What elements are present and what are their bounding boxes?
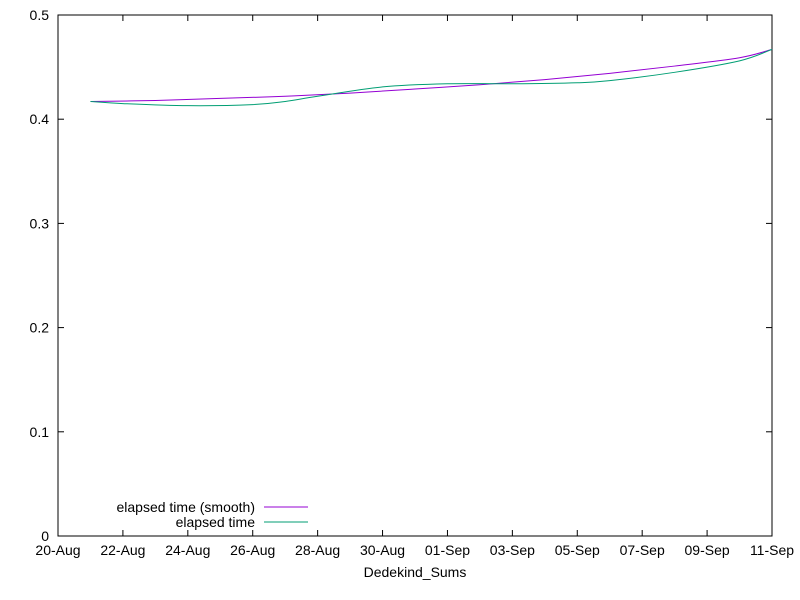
y-tick-label: 0.1 (30, 424, 50, 440)
y-tick-label: 0.5 (30, 7, 50, 23)
y-tick-label: 0.2 (30, 320, 50, 336)
legend: elapsed time (smooth)elapsed time (116, 499, 308, 530)
y-tick-label: 0.4 (30, 111, 50, 127)
x-tick-label: 01-Sep (425, 542, 470, 558)
plot-frame (57, 14, 773, 537)
legend-label-1: elapsed time (176, 514, 256, 530)
x-axis-label: Dedekind_Sums (364, 564, 467, 580)
legend-label-0: elapsed time (smooth) (116, 499, 255, 515)
y-axis: 0 0.1 0.2 0.3 0.4 0.5 (30, 7, 772, 544)
x-tick-label: 11-Sep (750, 542, 794, 558)
x-tick-label: 26-Aug (230, 542, 275, 558)
y-tick-label: 0.3 (30, 215, 50, 231)
x-tick-label: 09-Sep (685, 542, 730, 558)
x-tick-label: 20-Aug (35, 542, 80, 558)
y-tick-label: 0 (41, 528, 49, 544)
x-tick-label: 30-Aug (360, 542, 405, 558)
x-tick-label: 07-Sep (620, 542, 665, 558)
x-tick-label: 28-Aug (295, 542, 340, 558)
x-axis: 20-Aug 22-Aug 24-Aug 26-Aug 28-Aug 30-Aug 01-S… (35, 15, 794, 558)
series-line-0 (90, 48, 773, 102)
x-tick-label: 05-Sep (555, 542, 600, 558)
x-tick-label: 22-Aug (100, 542, 145, 558)
series-layer (90, 48, 773, 107)
series-line-1 (90, 48, 773, 107)
x-tick-label: 24-Aug (165, 542, 210, 558)
x-tick-label: 03-Sep (490, 542, 535, 558)
